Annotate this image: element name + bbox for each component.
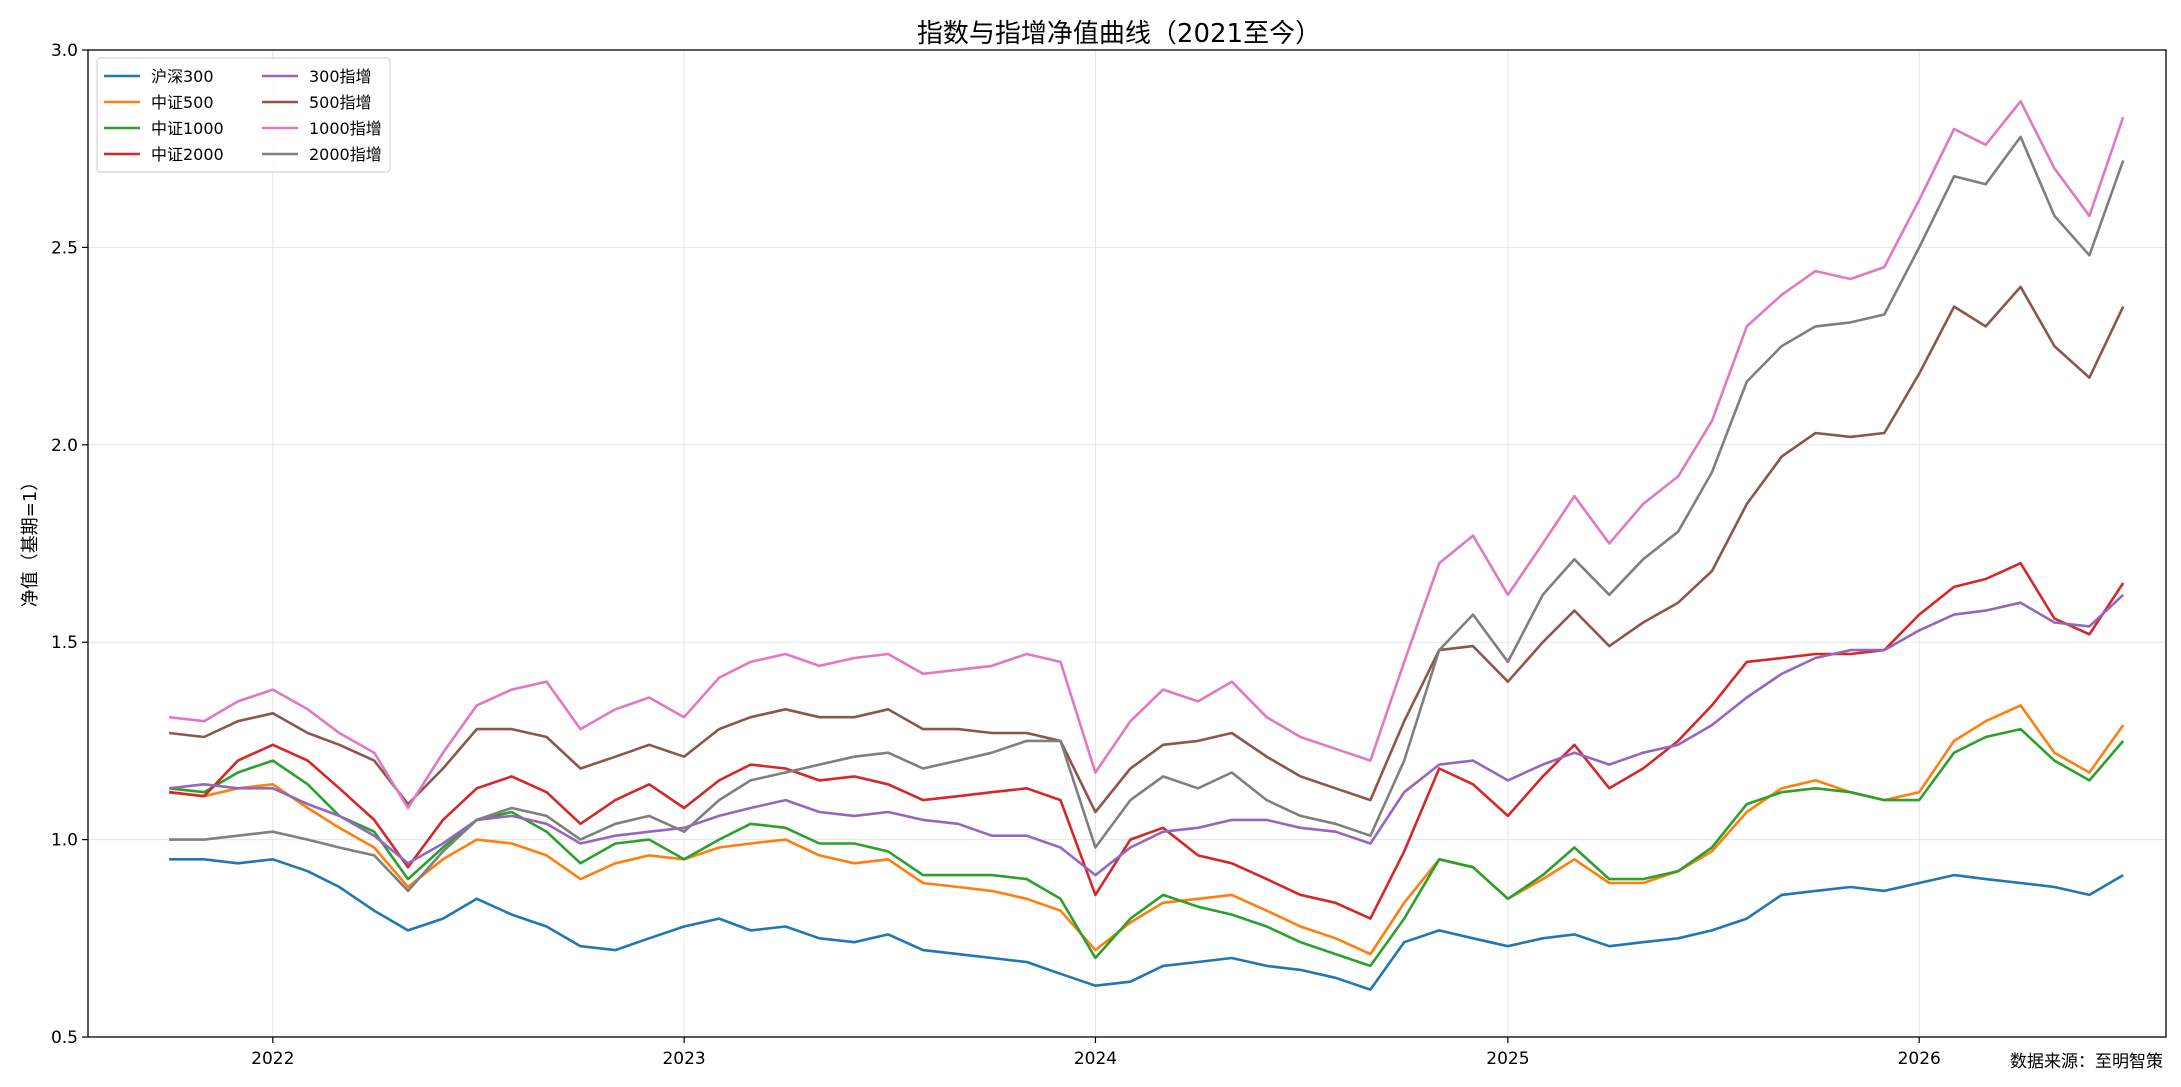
y-tick-label: 1.5 <box>51 633 78 653</box>
y-axis-label: 净值（基期=1） <box>20 473 41 608</box>
legend-label: 1000指增 <box>309 119 382 138</box>
legend-label: 300指增 <box>309 67 372 86</box>
y-tick-label: 0.5 <box>51 1028 78 1048</box>
series-line <box>168 100 2125 810</box>
x-tick-label: 2026 <box>1898 1049 1941 1069</box>
x-axis: 2022 2023 2024 2025 2026 <box>251 1037 1941 1069</box>
y-tick-label: 2.0 <box>51 436 78 456</box>
y-tick-label: 2.5 <box>51 238 78 258</box>
chart-title: 指数与指增净值曲线（2021至今） <box>917 19 1321 49</box>
legend-label: 中证1000 <box>151 119 224 138</box>
legend-label: 500指增 <box>309 93 372 112</box>
legend: 沪深300 中证500 中证1000 中证2000 300指增 500指增 1000指增 20… <box>96 57 391 173</box>
legend-label: 中证2000 <box>151 145 224 164</box>
series-line <box>168 727 2125 968</box>
plot-frame <box>87 49 2167 1038</box>
series-line <box>168 561 2125 920</box>
y-tick-label: 1.0 <box>51 831 78 851</box>
x-tick-label: 2022 <box>251 1049 294 1069</box>
x-tick-label: 2025 <box>1486 1049 1529 1069</box>
series-line <box>168 593 2125 877</box>
series-line <box>168 704 2125 956</box>
legend-label: 沪深300 <box>151 67 214 86</box>
series-lines <box>168 100 2125 991</box>
x-tick-label: 2024 <box>1074 1049 1117 1069</box>
series-line <box>169 135 2125 893</box>
legend-label: 2000指增 <box>309 145 382 164</box>
legend-box <box>96 57 391 173</box>
grid-lines <box>88 49 2166 1038</box>
x-tick-label: 2023 <box>662 1049 705 1069</box>
y-axis: 0.5 1.0 1.5 2.0 2.5 3.0 <box>51 41 88 1048</box>
source-note: 数据来源：至明智策 <box>2010 1052 2163 1072</box>
legend-label: 中证500 <box>151 93 214 112</box>
series-line <box>168 285 2125 814</box>
series-line <box>169 857 2124 991</box>
y-tick-label: 3.0 <box>51 41 78 61</box>
